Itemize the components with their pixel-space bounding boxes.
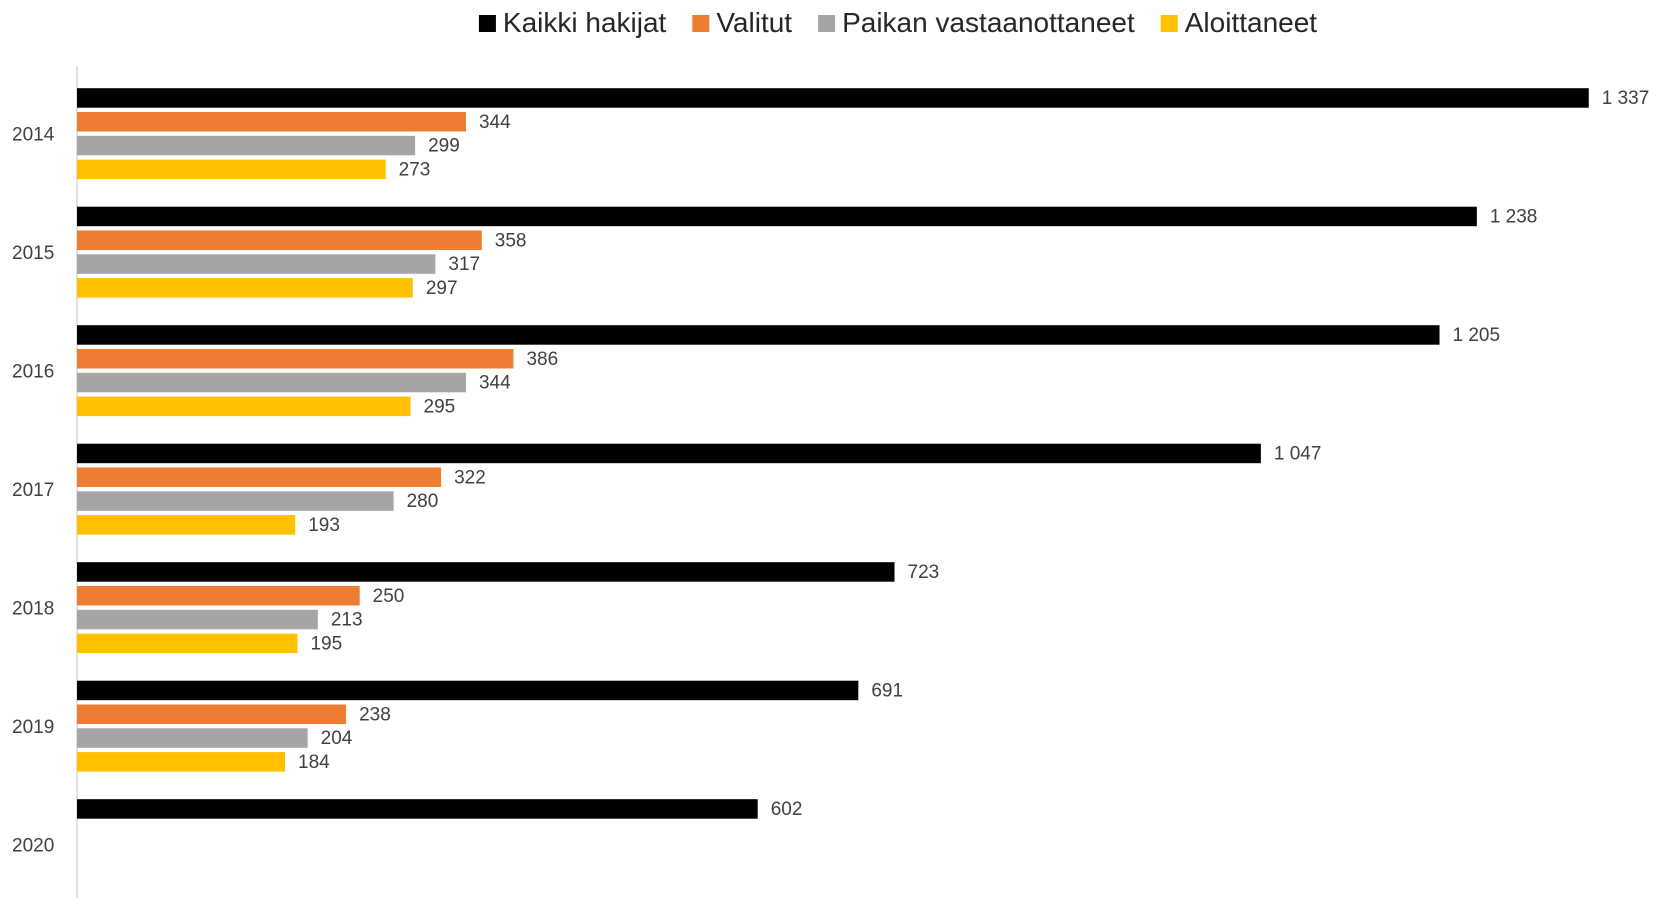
bar — [77, 752, 286, 772]
data-label: 273 — [399, 159, 431, 180]
data-label: 602 — [771, 799, 803, 820]
data-label: 1 337 — [1602, 88, 1650, 109]
bar — [77, 467, 442, 487]
bar — [77, 112, 466, 132]
bar — [77, 230, 482, 250]
data-label: 184 — [298, 752, 330, 773]
data-label: 297 — [426, 278, 458, 299]
bar — [77, 799, 758, 819]
bar — [77, 728, 308, 748]
bar — [77, 372, 466, 393]
bar — [77, 159, 386, 180]
legend-label: Kaikki hakijat — [503, 7, 667, 38]
legend-label: Paikan vastaanottaneet — [842, 7, 1135, 38]
data-label: 322 — [454, 467, 486, 488]
data-label: 386 — [526, 349, 558, 370]
y-tick-label: 2014 — [12, 125, 55, 146]
data-label: 213 — [331, 610, 363, 631]
data-label: 344 — [479, 373, 511, 394]
data-label: 344 — [479, 112, 511, 133]
y-tick-label: 2015 — [12, 243, 54, 264]
legend-swatch — [692, 15, 710, 32]
data-label: 723 — [908, 562, 940, 583]
bar — [77, 135, 416, 156]
data-label: 1 238 — [1490, 206, 1538, 227]
y-tick-label: 2018 — [12, 599, 54, 620]
bar — [77, 515, 296, 535]
bar — [77, 206, 1477, 227]
legend-swatch — [478, 15, 496, 32]
y-tick-label: 2016 — [12, 362, 54, 383]
bar — [77, 562, 895, 582]
data-label: 295 — [424, 396, 456, 417]
data-label: 193 — [308, 515, 340, 536]
bar — [77, 633, 298, 654]
data-label: 691 — [871, 680, 903, 701]
bar — [77, 396, 411, 417]
data-label: 299 — [428, 136, 460, 157]
bar — [77, 609, 318, 630]
data-label: 195 — [310, 633, 342, 654]
data-label: 1 205 — [1453, 325, 1501, 346]
bar — [77, 443, 1261, 464]
bar — [77, 278, 413, 298]
data-label: 280 — [407, 491, 439, 512]
y-tick-label: 2020 — [12, 836, 54, 857]
bar — [77, 254, 436, 274]
bar — [77, 586, 360, 606]
bar — [77, 704, 347, 724]
data-label: 317 — [448, 254, 480, 275]
bar — [77, 680, 859, 701]
bar — [77, 88, 1589, 108]
y-tick-label: 2017 — [12, 480, 54, 501]
data-label: 238 — [359, 704, 391, 725]
bar — [77, 491, 394, 511]
data-label: 204 — [321, 728, 353, 749]
bar — [77, 349, 514, 369]
legend-label: Valitut — [716, 7, 792, 38]
legend-swatch — [818, 15, 836, 32]
legend-label: Aloittaneet — [1185, 7, 1318, 38]
y-tick-label: 2019 — [12, 717, 54, 738]
data-label: 358 — [495, 230, 527, 251]
data-label: 1 047 — [1274, 443, 1322, 464]
legend-swatch — [1160, 15, 1178, 32]
data-label: 250 — [373, 586, 405, 607]
bar — [77, 325, 1440, 345]
